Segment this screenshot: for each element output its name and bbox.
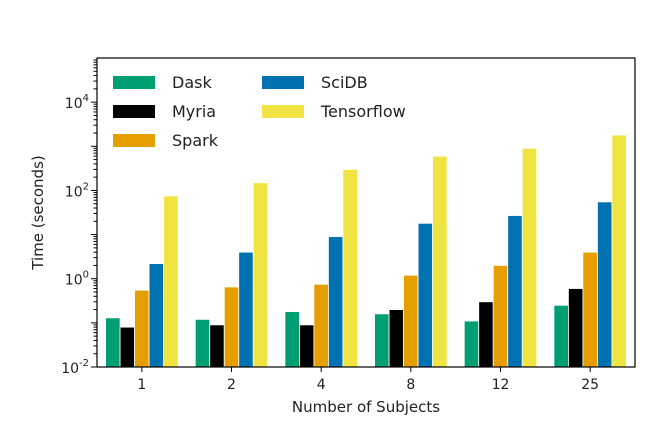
x-tick-label: 8 [406,377,415,393]
bar-myria-8 [388,309,404,368]
bar-dask-2 [194,318,211,368]
legend-swatch-tensorflow [262,105,304,118]
bar-spark-25 [582,251,598,368]
legend-swatch-myria [113,105,155,118]
x-axis: 1 2 4 8 12 25 [137,367,599,393]
y-tick-label: 102 [65,181,89,200]
y-tick-exponent: 0 [83,270,89,281]
bar-spark-12 [492,265,509,368]
legend-label-dask: Dask [172,73,212,92]
bar-myria-25 [568,288,584,368]
bar-scidb-8 [417,222,433,368]
bar-spark-8 [403,274,419,368]
legend-swatch-scidb [262,76,304,89]
bar-tensorflow-1 [163,195,179,368]
y-axis-label: Time (seconds) [29,155,47,271]
bar-scidb-1 [148,263,164,368]
bar-scidb-12 [507,215,523,368]
legend-swatch-spark [113,134,155,147]
bar-dask-12 [463,320,480,368]
x-axis-label: Number of Subjects [292,398,440,416]
x-tick-label: 4 [317,377,326,393]
x-tick-label: 1 [137,377,146,393]
bar-tensorflow-2 [252,182,269,368]
bar-dask-1 [105,317,121,368]
bar-scidb-2 [238,251,254,368]
bar-tensorflow-25 [611,134,627,368]
legend-swatch-dask [113,76,155,89]
y-tick-base: 10 [65,184,83,200]
y-tick-exponent: -2 [79,358,89,369]
bar-spark-1 [134,289,150,368]
bar-myria-12 [478,301,494,368]
y-tick-base: 10 [61,361,79,377]
bar-scidb-25 [597,201,613,368]
legend-label-spark: Spark [172,131,219,150]
bar-tensorflow-4 [342,168,358,368]
bar-spark-4 [313,283,329,368]
bar-dask-4 [284,311,300,368]
legend-label-tensorflow: Tensorflow [320,102,406,121]
bar-myria-4 [299,324,315,368]
y-tick-base: 10 [65,273,83,289]
legend: Dask Myria Spark SciDB Tensorflow [113,73,406,150]
y-tick-label: 104 [65,93,89,112]
y-tick-exponent: 4 [83,93,89,104]
bar-dask-8 [374,313,390,368]
bar-dask-25 [553,304,569,368]
plot-frame [96,57,636,368]
legend-label-scidb: SciDB [321,73,368,92]
bar-myria-2 [209,324,225,368]
legend-label-myria: Myria [172,102,216,121]
x-tick-label: 12 [492,377,510,393]
bar-tensorflow-12 [521,147,538,368]
y-tick-base: 10 [65,96,83,112]
bar-myria-1 [119,326,135,368]
y-tick-exponent: 2 [83,181,89,192]
bar-scidb-4 [328,236,344,368]
y-tick-label: 100 [65,270,89,289]
x-tick-label: 25 [581,377,599,393]
x-tick-label: 2 [227,377,236,393]
bar-tensorflow-8 [432,155,448,368]
bar-spark-2 [223,286,240,368]
y-tick-label: 10-2 [61,358,89,377]
bars-group [105,134,627,368]
